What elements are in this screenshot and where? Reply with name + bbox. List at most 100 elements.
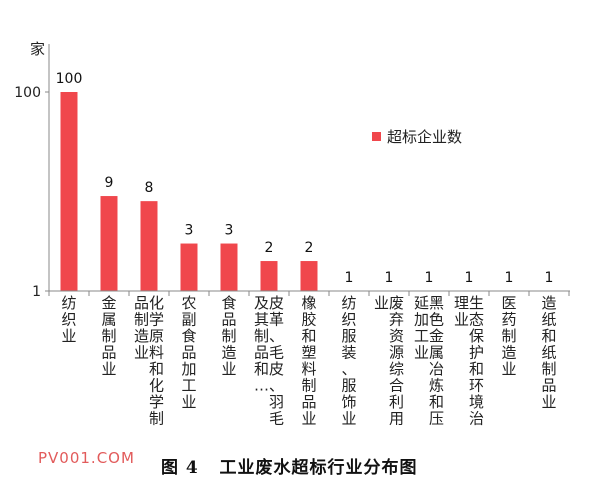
svg-text:护: 护 [469, 344, 484, 362]
svg-text:品: 品 [221, 311, 236, 329]
svg-text:属: 属 [429, 344, 444, 362]
svg-text:制: 制 [254, 327, 269, 345]
svg-text:境: 境 [469, 393, 484, 411]
svg-text:制: 制 [221, 327, 236, 345]
svg-text:纸: 纸 [541, 344, 556, 362]
svg-text:纺: 纺 [341, 294, 356, 312]
svg-text:黑: 黑 [429, 294, 444, 312]
svg-text:农: 农 [181, 294, 196, 312]
svg-text:源: 源 [389, 344, 404, 362]
svg-text:及: 及 [254, 294, 269, 312]
svg-text:用: 用 [389, 410, 404, 428]
svg-text:加: 加 [414, 311, 429, 329]
svg-text:学: 学 [149, 311, 164, 329]
svg-text:皮: 皮 [269, 360, 284, 378]
svg-text:工: 工 [414, 327, 429, 345]
svg-text:压: 压 [429, 410, 444, 428]
category-label: 皮革、毛皮、羽毛及其制品和… [254, 294, 284, 428]
svg-text:药: 药 [501, 311, 516, 329]
svg-text:和: 和 [149, 360, 164, 378]
svg-text:服: 服 [341, 327, 356, 345]
svg-text:料: 料 [301, 360, 316, 378]
svg-text:革: 革 [269, 311, 284, 329]
svg-text:食: 食 [221, 294, 236, 312]
svg-text:、: 、 [269, 327, 284, 345]
legend-swatch [372, 132, 381, 141]
svg-text:织: 织 [341, 311, 356, 329]
data-label: 9 [105, 175, 114, 191]
bar [140, 201, 158, 291]
svg-text:业: 业 [181, 393, 196, 411]
svg-text:食: 食 [181, 327, 196, 345]
svg-text:品: 品 [541, 377, 556, 395]
svg-text:其: 其 [254, 311, 269, 329]
data-label: 1 [345, 270, 354, 286]
svg-text:织: 织 [61, 311, 76, 329]
svg-text:业: 业 [341, 410, 356, 428]
svg-text:治: 治 [469, 410, 484, 428]
svg-text:品: 品 [181, 344, 196, 362]
svg-text:纺: 纺 [61, 294, 76, 312]
svg-text:制: 制 [501, 327, 516, 345]
svg-text:塑: 塑 [301, 344, 316, 362]
svg-text:废: 废 [389, 294, 404, 312]
svg-text:合: 合 [389, 377, 404, 395]
svg-text:品: 品 [134, 294, 149, 312]
svg-text:皮: 皮 [269, 294, 284, 312]
svg-text:态: 态 [469, 311, 484, 329]
svg-text:炼: 炼 [429, 377, 444, 395]
svg-text:制: 制 [134, 311, 149, 329]
svg-text:业: 业 [101, 360, 116, 378]
svg-text:造: 造 [501, 344, 516, 362]
svg-text:和: 和 [429, 393, 444, 411]
bar [220, 243, 238, 291]
legend-label: 超标企业数 [387, 128, 462, 146]
svg-text:工: 工 [181, 377, 196, 395]
svg-text:毛: 毛 [269, 344, 284, 362]
svg-text:属: 属 [101, 311, 116, 329]
svg-text:综: 综 [389, 360, 404, 378]
svg-text:胶: 胶 [301, 311, 316, 329]
svg-text:业: 业 [374, 294, 389, 312]
svg-text:化: 化 [149, 377, 164, 395]
data-label: 2 [305, 240, 314, 256]
y-tick-label: 1 [32, 284, 41, 300]
svg-text:业: 业 [414, 344, 429, 362]
svg-text:副: 副 [181, 311, 196, 329]
y-axis-unit-label: 家 [30, 40, 45, 58]
svg-text:金: 金 [429, 327, 444, 345]
data-label: 8 [145, 180, 154, 196]
y-tick-label: 100 [14, 85, 41, 101]
data-label: 3 [185, 223, 194, 239]
svg-text:色: 色 [429, 311, 444, 329]
svg-text:和: 和 [254, 360, 269, 378]
svg-text:医: 医 [501, 294, 516, 312]
svg-text:理: 理 [454, 294, 469, 312]
svg-text:羽: 羽 [269, 393, 284, 411]
data-label: 1 [545, 270, 554, 286]
svg-text:造: 造 [221, 344, 236, 362]
svg-text:保: 保 [469, 327, 484, 345]
figure-caption: 图 4 工业废水超标行业分布图 [161, 458, 418, 478]
bar [300, 261, 318, 291]
svg-text:饰: 饰 [341, 393, 356, 411]
data-label: 1 [385, 270, 394, 286]
svg-text:化: 化 [149, 294, 164, 312]
svg-text:制: 制 [101, 327, 116, 345]
svg-text:毛: 毛 [269, 410, 284, 428]
svg-text:生: 生 [469, 294, 484, 312]
svg-text:和: 和 [301, 327, 316, 345]
bar [100, 196, 118, 291]
svg-text:环: 环 [469, 377, 484, 395]
data-label: 100 [56, 71, 83, 87]
bar [260, 261, 278, 291]
svg-text:造: 造 [134, 327, 149, 345]
